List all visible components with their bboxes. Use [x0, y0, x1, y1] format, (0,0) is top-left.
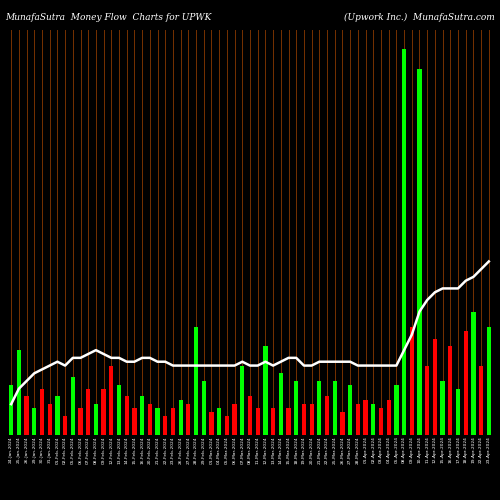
- Bar: [356, 404, 360, 435]
- Bar: [332, 381, 337, 435]
- Bar: [479, 366, 484, 435]
- Bar: [418, 68, 422, 435]
- Bar: [379, 408, 383, 435]
- Bar: [286, 408, 290, 435]
- Bar: [48, 404, 52, 435]
- Bar: [202, 381, 206, 435]
- Bar: [124, 396, 129, 435]
- Bar: [56, 396, 60, 435]
- Bar: [348, 385, 352, 435]
- Bar: [102, 388, 105, 435]
- Bar: [86, 388, 90, 435]
- Bar: [40, 388, 44, 435]
- Bar: [194, 327, 198, 435]
- Bar: [148, 404, 152, 435]
- Bar: [325, 396, 329, 435]
- Bar: [317, 381, 322, 435]
- Bar: [70, 377, 75, 435]
- Bar: [171, 408, 175, 435]
- Bar: [425, 366, 430, 435]
- Bar: [486, 327, 491, 435]
- Text: MunafaSutra  Money Flow  Charts for UPWK: MunafaSutra Money Flow Charts for UPWK: [5, 12, 212, 22]
- Bar: [132, 408, 136, 435]
- Bar: [456, 388, 460, 435]
- Bar: [186, 404, 190, 435]
- Bar: [117, 385, 121, 435]
- Bar: [302, 404, 306, 435]
- Bar: [156, 408, 160, 435]
- Bar: [294, 381, 298, 435]
- Bar: [410, 327, 414, 435]
- Bar: [225, 416, 229, 435]
- Bar: [448, 346, 452, 435]
- Bar: [386, 400, 391, 435]
- Bar: [402, 50, 406, 435]
- Bar: [271, 408, 275, 435]
- Bar: [24, 396, 28, 435]
- Bar: [340, 412, 344, 435]
- Bar: [464, 331, 468, 435]
- Bar: [394, 385, 398, 435]
- Bar: [433, 338, 437, 435]
- Bar: [240, 366, 244, 435]
- Bar: [256, 408, 260, 435]
- Bar: [472, 312, 476, 435]
- Bar: [371, 404, 376, 435]
- Text: (Upwork Inc.)  MunafaSutra.com: (Upwork Inc.) MunafaSutra.com: [344, 12, 495, 22]
- Bar: [9, 385, 14, 435]
- Bar: [16, 350, 21, 435]
- Bar: [210, 412, 214, 435]
- Bar: [232, 404, 236, 435]
- Bar: [440, 381, 444, 435]
- Bar: [63, 416, 67, 435]
- Bar: [278, 374, 283, 435]
- Bar: [32, 408, 36, 435]
- Bar: [248, 396, 252, 435]
- Bar: [217, 408, 222, 435]
- Bar: [109, 366, 114, 435]
- Bar: [94, 404, 98, 435]
- Bar: [78, 408, 82, 435]
- Bar: [310, 404, 314, 435]
- Bar: [364, 400, 368, 435]
- Bar: [178, 400, 183, 435]
- Bar: [140, 396, 144, 435]
- Bar: [264, 346, 268, 435]
- Bar: [163, 416, 168, 435]
